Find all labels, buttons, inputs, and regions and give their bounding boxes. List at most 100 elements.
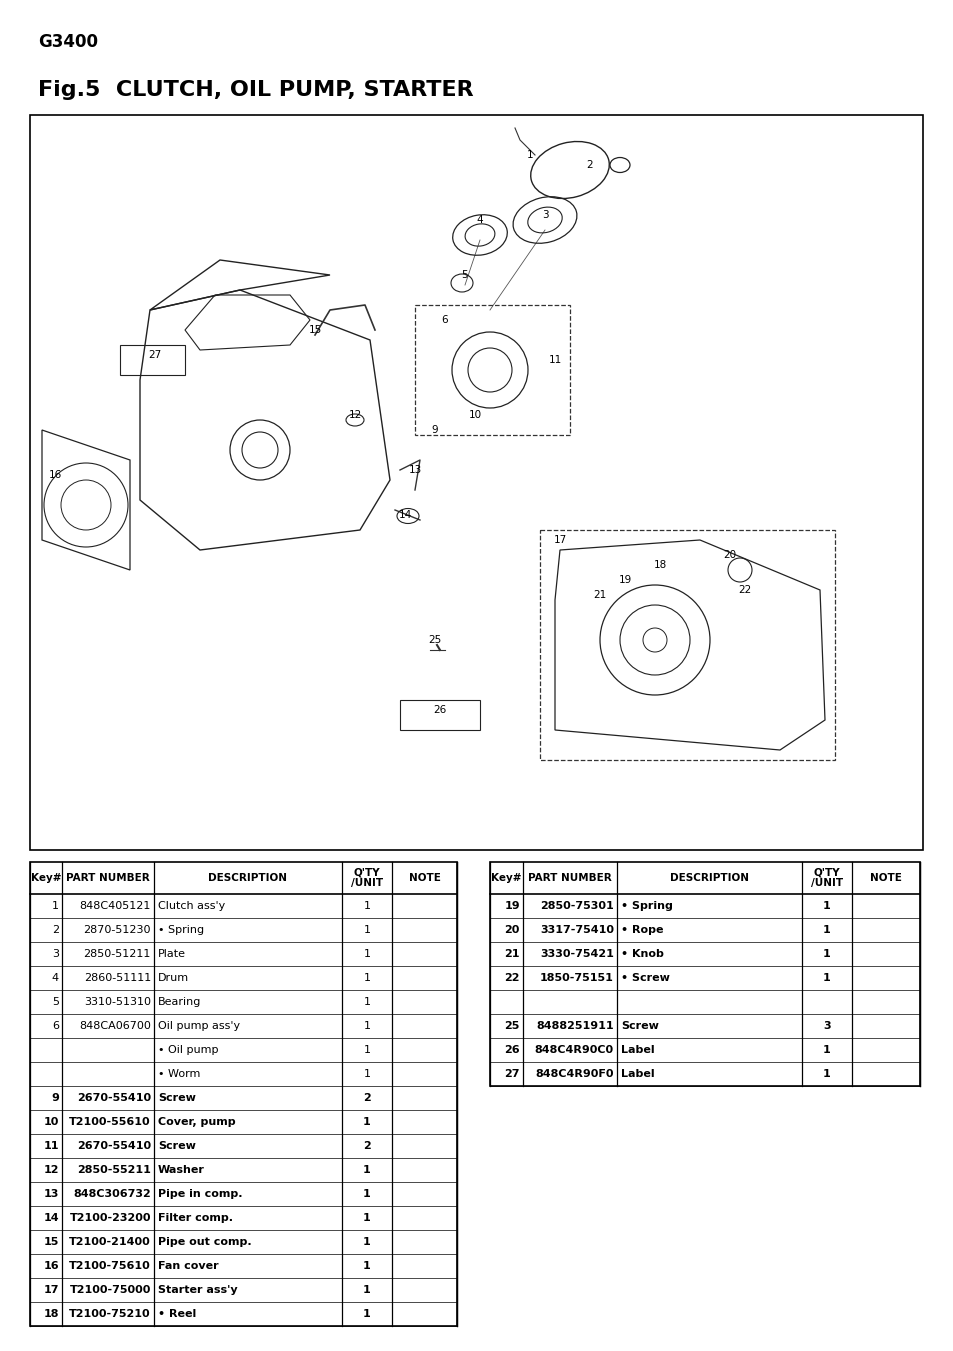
Text: Q'TY
/UNIT: Q'TY /UNIT: [351, 867, 383, 889]
Text: 9: 9: [51, 1093, 59, 1102]
Text: Fan cover: Fan cover: [158, 1260, 218, 1271]
Text: 15: 15: [44, 1238, 59, 1247]
Text: 1: 1: [363, 1285, 371, 1296]
Text: 22: 22: [738, 585, 751, 594]
Text: 2850-75301: 2850-75301: [539, 901, 614, 911]
Text: 17: 17: [553, 535, 566, 544]
Text: 20: 20: [504, 925, 519, 935]
Text: 26: 26: [433, 705, 446, 715]
Text: 27: 27: [149, 350, 161, 359]
Text: DESCRIPTION: DESCRIPTION: [669, 873, 748, 884]
Text: 1: 1: [363, 1213, 371, 1223]
Text: 22: 22: [504, 973, 519, 984]
Text: 19: 19: [504, 901, 519, 911]
Text: 15: 15: [308, 326, 321, 335]
Text: 1: 1: [363, 1165, 371, 1175]
Text: 2860-51111: 2860-51111: [84, 973, 151, 984]
Text: Key#: Key#: [491, 873, 521, 884]
Text: 1: 1: [363, 925, 370, 935]
Text: 1: 1: [363, 1046, 370, 1055]
Text: PART NUMBER: PART NUMBER: [66, 873, 150, 884]
Text: 2: 2: [51, 925, 59, 935]
Text: Oil pump ass'y: Oil pump ass'y: [158, 1021, 240, 1031]
Text: 1: 1: [822, 1069, 830, 1079]
Text: 16: 16: [43, 1260, 59, 1271]
Text: Label: Label: [620, 1046, 654, 1055]
Text: 13: 13: [408, 465, 421, 476]
Text: 4: 4: [476, 215, 483, 226]
Text: 2: 2: [363, 1093, 371, 1102]
Text: 848C4R90C0: 848C4R90C0: [535, 1046, 614, 1055]
Text: 1: 1: [363, 973, 370, 984]
Text: 2: 2: [586, 159, 593, 170]
Text: 12: 12: [44, 1165, 59, 1175]
Text: NOTE: NOTE: [869, 873, 901, 884]
Text: 3: 3: [541, 209, 548, 220]
Text: T2100-75000: T2100-75000: [70, 1285, 151, 1296]
Text: T2100-23200: T2100-23200: [70, 1213, 151, 1223]
Text: 1: 1: [363, 1189, 371, 1198]
Text: 1: 1: [363, 901, 370, 911]
Text: 25: 25: [428, 635, 441, 644]
Text: 848C306732: 848C306732: [73, 1189, 151, 1198]
Text: 3: 3: [822, 1021, 830, 1031]
Text: T2100-75210: T2100-75210: [70, 1309, 151, 1319]
Text: Drum: Drum: [158, 973, 189, 984]
Text: 19: 19: [618, 576, 631, 585]
Text: Pipe in comp.: Pipe in comp.: [158, 1189, 242, 1198]
Text: PART NUMBER: PART NUMBER: [528, 873, 611, 884]
Text: 5: 5: [52, 997, 59, 1006]
Text: 17: 17: [44, 1285, 59, 1296]
Text: 26: 26: [504, 1046, 519, 1055]
Text: 12: 12: [348, 409, 361, 420]
Text: Bearing: Bearing: [158, 997, 201, 1006]
Text: DESCRIPTION: DESCRIPTION: [209, 873, 287, 884]
Text: Screw: Screw: [158, 1093, 195, 1102]
Text: Label: Label: [620, 1069, 654, 1079]
Text: 18: 18: [653, 561, 666, 570]
Bar: [30, 115, 923, 850]
Text: 8488251911: 8488251911: [536, 1021, 614, 1031]
Text: Screw: Screw: [620, 1021, 659, 1031]
Text: Cover, pump: Cover, pump: [158, 1117, 235, 1127]
Text: Key#: Key#: [30, 873, 61, 884]
Text: 11: 11: [548, 355, 561, 365]
Text: • Spring: • Spring: [620, 901, 672, 911]
Text: 3310-51310: 3310-51310: [84, 997, 151, 1006]
Text: • Screw: • Screw: [620, 973, 669, 984]
Bar: [490, 862, 919, 1086]
Text: • Knob: • Knob: [620, 948, 663, 959]
Bar: [539, 530, 834, 761]
Text: 9: 9: [432, 426, 437, 435]
Text: 1: 1: [822, 901, 830, 911]
Text: 3: 3: [52, 948, 59, 959]
Text: 1: 1: [363, 1260, 371, 1271]
Text: 2670-55410: 2670-55410: [77, 1093, 151, 1102]
Text: Screw: Screw: [158, 1142, 195, 1151]
Text: 21: 21: [504, 948, 519, 959]
Text: • Reel: • Reel: [158, 1309, 196, 1319]
Text: Clutch ass'y: Clutch ass'y: [158, 901, 225, 911]
Text: 1: 1: [526, 150, 533, 159]
Text: 2670-55410: 2670-55410: [77, 1142, 151, 1151]
Bar: [30, 862, 456, 1325]
Text: Q'TY
/UNIT: Q'TY /UNIT: [810, 867, 842, 889]
Text: 1: 1: [363, 1021, 370, 1031]
Text: 1: 1: [52, 901, 59, 911]
Text: T2100-75610: T2100-75610: [70, 1260, 151, 1271]
Text: Fig.5  CLUTCH, OIL PUMP, STARTER: Fig.5 CLUTCH, OIL PUMP, STARTER: [38, 80, 473, 100]
Text: Washer: Washer: [158, 1165, 205, 1175]
Text: 848C4R90F0: 848C4R90F0: [535, 1069, 614, 1079]
Text: 25: 25: [504, 1021, 519, 1031]
Text: Pipe out comp.: Pipe out comp.: [158, 1238, 252, 1247]
Text: Starter ass'y: Starter ass'y: [158, 1285, 237, 1296]
Text: 1: 1: [822, 925, 830, 935]
Text: 16: 16: [49, 470, 62, 480]
Text: 848C405121: 848C405121: [79, 901, 151, 911]
Text: • Rope: • Rope: [620, 925, 662, 935]
Text: 10: 10: [468, 409, 481, 420]
Text: 27: 27: [504, 1069, 519, 1079]
Text: 21: 21: [593, 590, 606, 600]
Text: 2: 2: [363, 1142, 371, 1151]
Text: 1: 1: [363, 1117, 371, 1127]
